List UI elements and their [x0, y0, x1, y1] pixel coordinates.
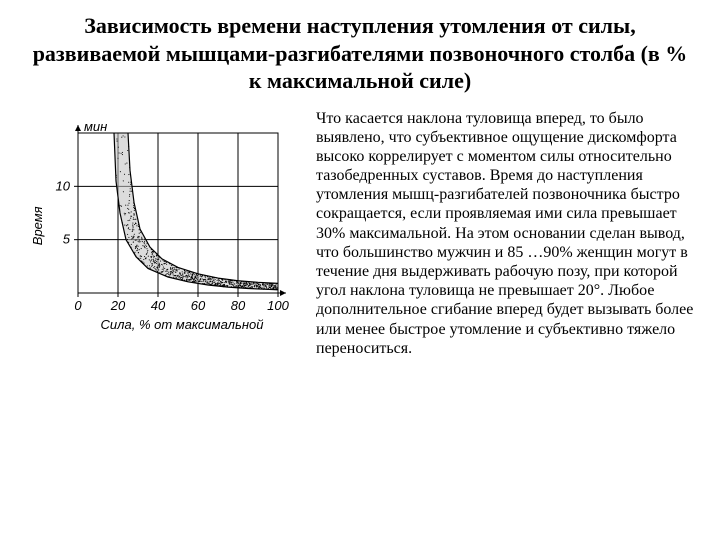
svg-text:10: 10	[56, 178, 71, 193]
slide-body: 0 20 40 60 80 100 5 10 мин Время Сила, % от максим…	[20, 109, 700, 358]
body-paragraph: Что касается наклона туловища вперед, то…	[316, 109, 700, 358]
svg-text:5: 5	[63, 231, 71, 246]
chart-column: 0 20 40 60 80 100 5 10 мин Время Сила, % от максим…	[20, 109, 300, 358]
svg-text:мин: мин	[84, 123, 107, 134]
svg-text:0: 0	[74, 298, 82, 313]
svg-text:100: 100	[267, 298, 289, 313]
text-column: Что касается наклона туловища вперед, то…	[300, 109, 700, 358]
svg-text:20: 20	[110, 298, 126, 313]
svg-text:Сила, % от максимальной: Сила, % от максимальной	[101, 317, 264, 332]
fatigue-chart: 0 20 40 60 80 100 5 10 мин Время Сила, % от максим…	[22, 123, 298, 348]
slide-root: Зависимость времени наступления утомлени…	[0, 0, 720, 540]
slide-title: Зависимость времени наступления утомлени…	[26, 12, 694, 95]
svg-text:60: 60	[191, 298, 206, 313]
svg-text:80: 80	[231, 298, 246, 313]
svg-text:40: 40	[151, 298, 166, 313]
svg-text:Время: Время	[30, 206, 45, 245]
